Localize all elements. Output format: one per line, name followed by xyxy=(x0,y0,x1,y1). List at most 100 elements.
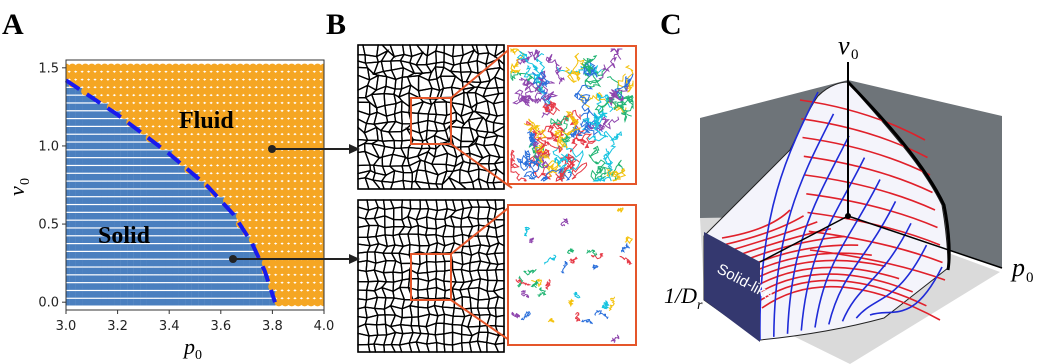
x-axis-label-main: p xyxy=(182,334,195,359)
fluid-marker xyxy=(319,94,324,104)
fluid-marker xyxy=(126,71,135,80)
solid-marker xyxy=(223,259,231,267)
fluid-marker xyxy=(152,126,161,135)
fluid-marker xyxy=(274,290,284,299)
fluid-marker xyxy=(294,118,303,127)
solid-marker xyxy=(120,173,128,181)
fluid-marker xyxy=(287,204,296,213)
solid-marker xyxy=(185,244,192,251)
solid-marker xyxy=(217,252,225,259)
fluid-marker xyxy=(306,251,316,260)
fluid-marker xyxy=(152,110,161,119)
fluid-marker xyxy=(235,102,245,112)
solid-marker xyxy=(66,236,70,243)
solid-marker xyxy=(66,119,70,126)
fluid-marker xyxy=(165,133,174,143)
solid-marker xyxy=(107,267,115,275)
solid-marker xyxy=(120,244,128,251)
trajectory xyxy=(613,73,634,103)
fluid-marker xyxy=(294,63,303,73)
fluid-marker xyxy=(184,118,193,127)
solid-marker xyxy=(198,267,205,275)
solid-marker xyxy=(204,275,212,283)
solid-marker xyxy=(191,275,199,283)
solid-marker xyxy=(127,275,134,283)
solid-marker xyxy=(133,166,141,173)
solid-marker xyxy=(82,158,89,165)
fluid-marker xyxy=(274,219,284,229)
fluid-marker xyxy=(106,79,116,88)
fluid-marker xyxy=(242,63,251,73)
fluid-marker xyxy=(216,102,225,112)
fluid-marker xyxy=(319,258,324,268)
solid-marker xyxy=(223,228,231,236)
solid-marker xyxy=(249,252,257,259)
solid-marker xyxy=(165,298,173,306)
solid-marker xyxy=(262,283,270,290)
fluid-marker xyxy=(145,71,155,80)
solid-marker xyxy=(69,119,76,126)
fluid-marker xyxy=(242,188,251,198)
solid-marker xyxy=(185,173,192,181)
solid-marker xyxy=(114,244,121,251)
solid-marker xyxy=(127,166,134,173)
fluid-marker xyxy=(306,63,316,73)
solid-marker xyxy=(101,244,108,251)
fluid-marker xyxy=(100,71,109,80)
fluid-marker xyxy=(281,87,290,96)
solid-marker xyxy=(88,205,96,212)
trajectory xyxy=(516,50,541,79)
solid-marker xyxy=(69,267,76,275)
fluid-marker xyxy=(294,149,303,158)
solid-marker xyxy=(146,291,154,298)
fluid-marker xyxy=(300,87,309,96)
fluid-marker xyxy=(274,188,284,198)
fluid-marker xyxy=(319,157,324,166)
marker-layer xyxy=(66,63,324,307)
solid-marker xyxy=(88,236,96,243)
fluid-marker xyxy=(235,212,245,221)
solid-marker xyxy=(101,158,108,165)
fluid-marker xyxy=(210,87,219,96)
solid-marker xyxy=(88,291,96,298)
fluid-marker xyxy=(229,118,238,127)
fluid-marker xyxy=(223,141,232,151)
fluid-marker xyxy=(119,79,129,88)
solid-marker xyxy=(88,283,96,290)
solid-marker xyxy=(198,236,205,243)
fluid-marker xyxy=(268,71,277,80)
fluid-marker xyxy=(287,235,296,244)
vertical-axis-label-subscript: 0 xyxy=(851,47,859,63)
fluid-marker xyxy=(235,180,245,190)
fluid-marker xyxy=(171,71,180,80)
fluid-marker xyxy=(255,126,264,135)
solid-marker xyxy=(120,236,128,243)
solid-marker xyxy=(88,181,96,189)
fluid-marker xyxy=(300,172,309,182)
solid-marker xyxy=(223,220,231,228)
fluid-region-label: Fluid xyxy=(179,108,234,134)
solid-marker xyxy=(178,212,186,220)
fluid-marker xyxy=(94,79,103,88)
solid-marker xyxy=(120,127,128,134)
fluid-marker xyxy=(313,133,322,143)
fluid-marker xyxy=(158,102,167,112)
solid-marker xyxy=(101,236,108,243)
fluid-marker xyxy=(106,94,116,104)
solid-marker xyxy=(66,291,70,298)
solid-marker xyxy=(69,275,76,283)
fluid-marker xyxy=(171,63,180,73)
solid-marker xyxy=(69,87,76,95)
trajectory xyxy=(581,319,593,325)
fluid-marker xyxy=(319,196,324,205)
trajectory xyxy=(537,109,581,143)
fluid-marker xyxy=(216,110,225,119)
solid-marker xyxy=(107,181,115,189)
fluid-marker xyxy=(235,63,245,73)
solid-marker xyxy=(114,228,121,236)
solid-marker xyxy=(88,259,96,267)
solid-marker xyxy=(211,212,218,220)
solid-marker xyxy=(159,291,167,298)
fluid-marker xyxy=(152,79,161,88)
solid-marker xyxy=(114,283,121,290)
